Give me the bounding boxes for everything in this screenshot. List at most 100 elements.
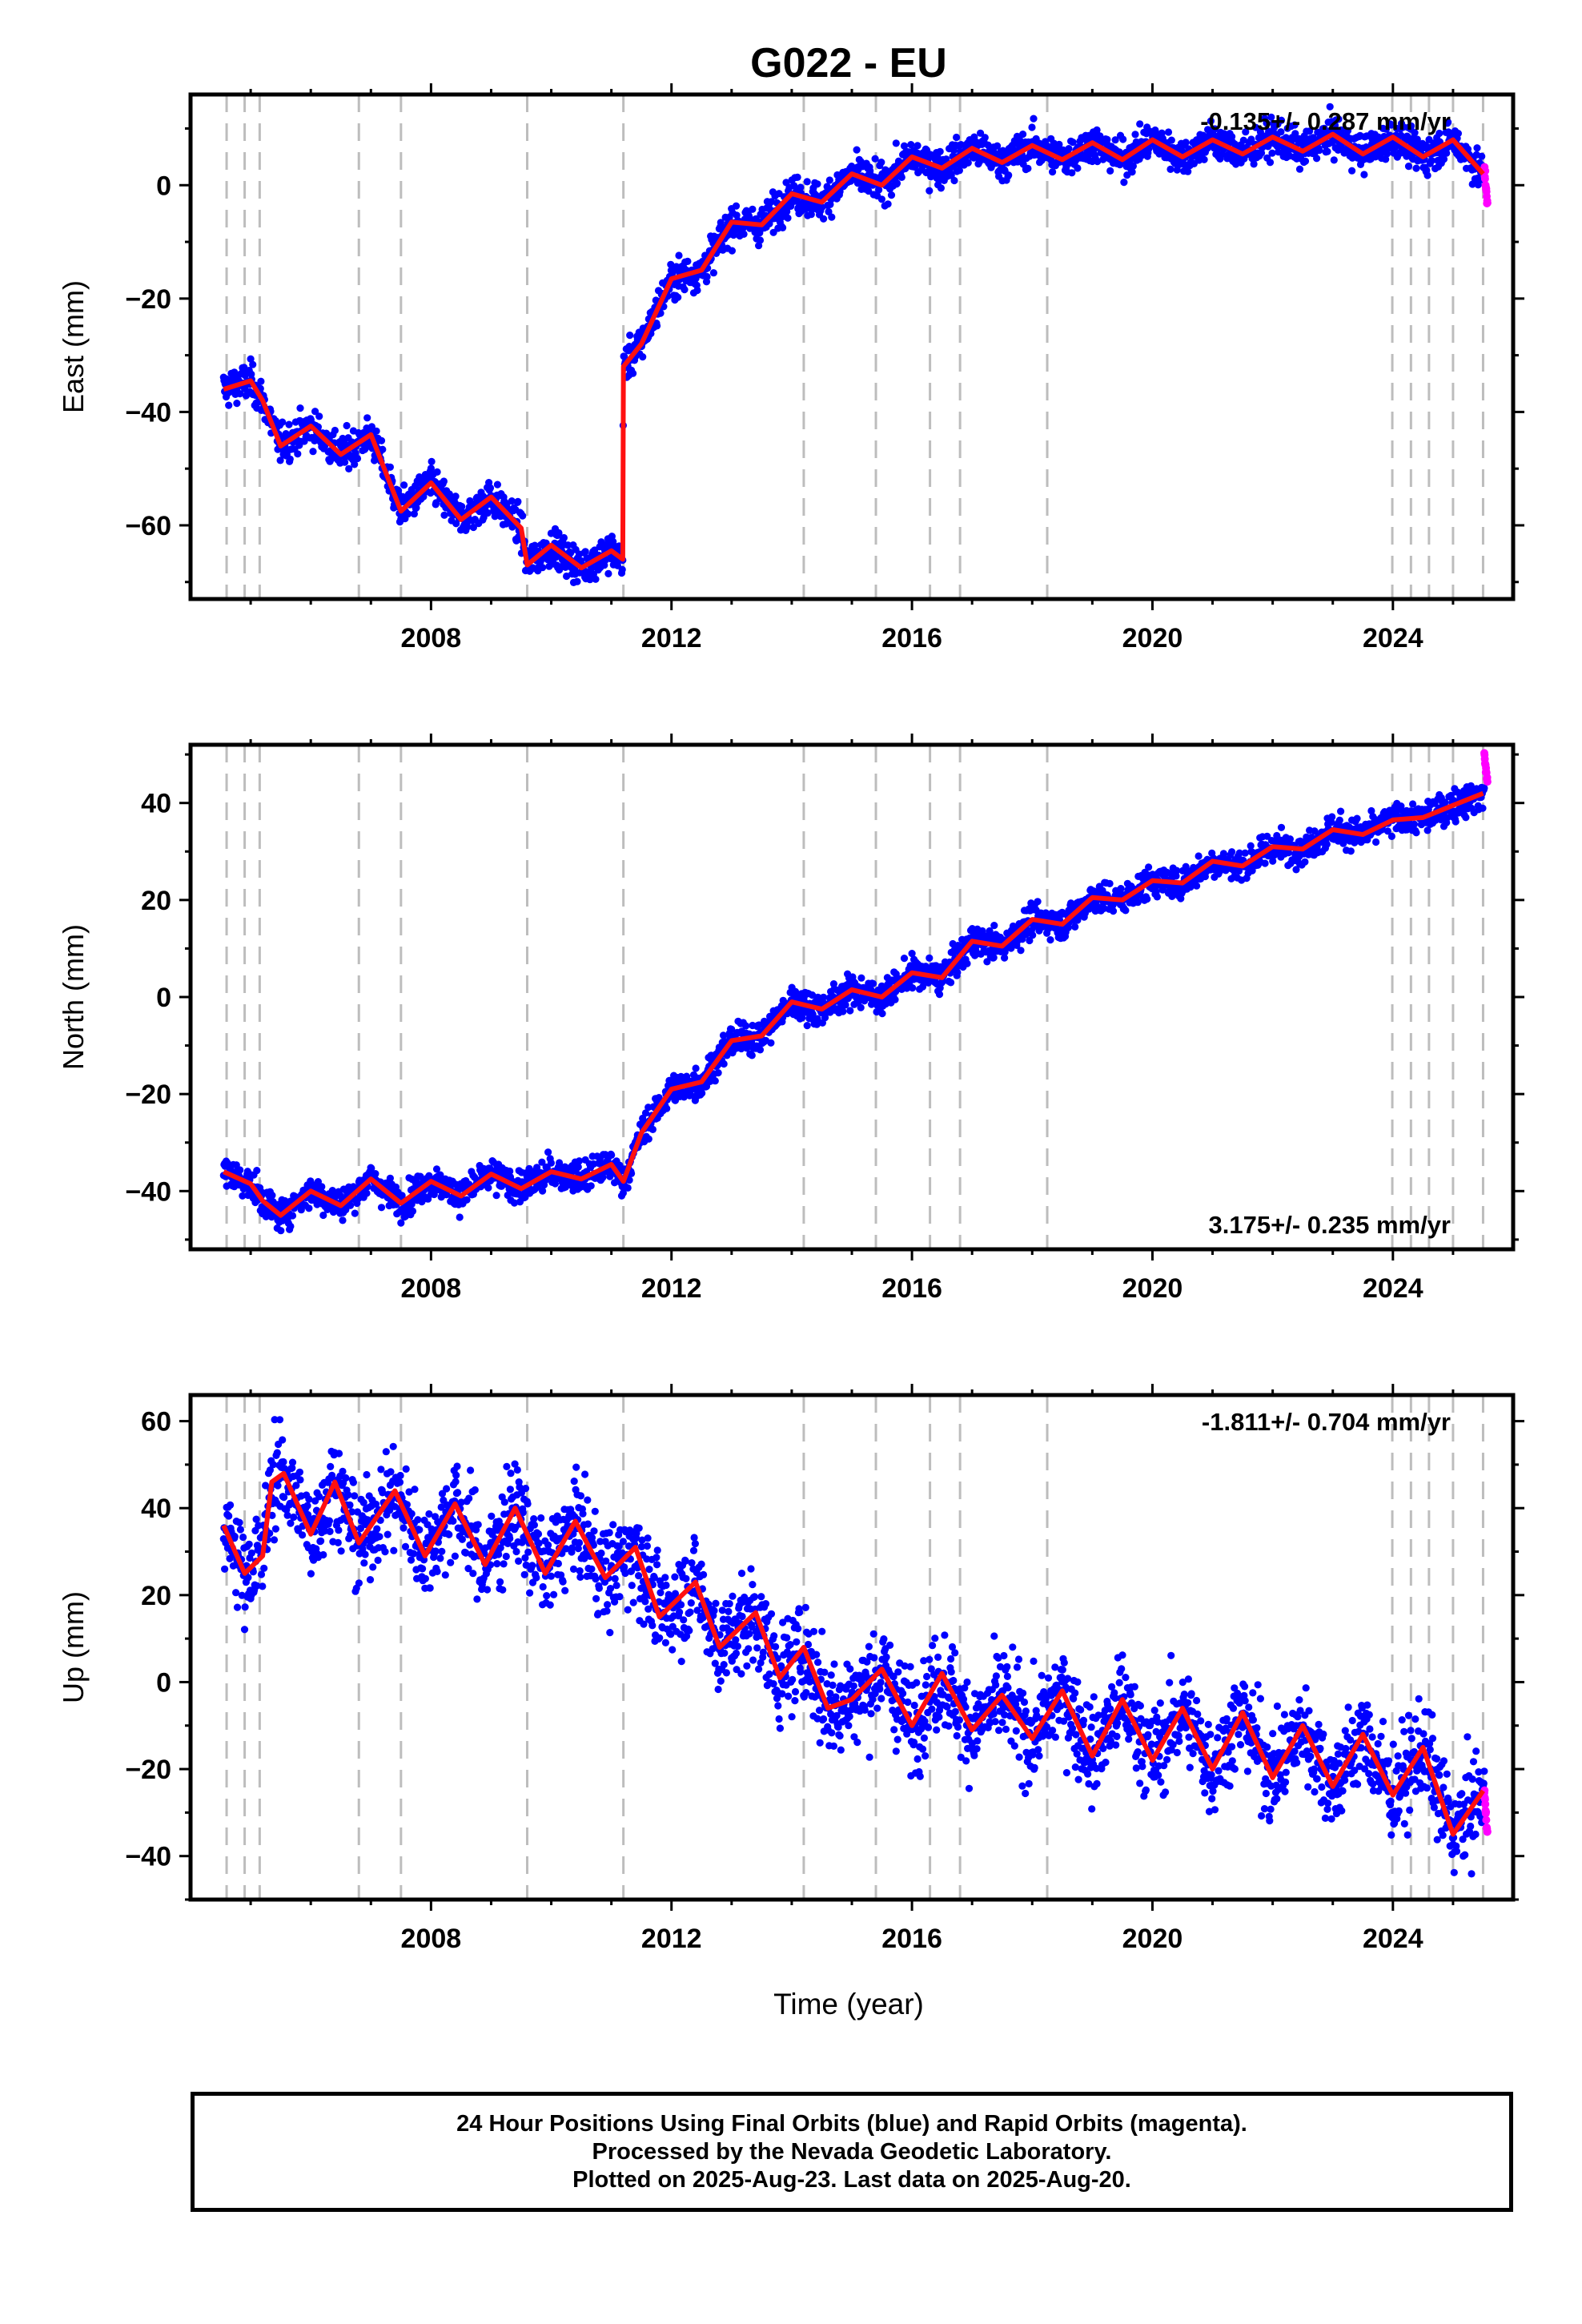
data-point <box>719 1031 728 1039</box>
data-point <box>820 993 828 1001</box>
data-point <box>599 1173 607 1181</box>
data-point <box>268 1192 276 1200</box>
data-point <box>624 1184 632 1192</box>
data-point <box>1239 136 1247 144</box>
data-point <box>625 1176 633 1184</box>
data-point <box>756 1046 765 1054</box>
data-point <box>1473 144 1481 152</box>
data-point <box>1166 165 1174 173</box>
data-point <box>555 529 563 537</box>
data-point <box>698 1089 706 1097</box>
data-point <box>1145 863 1153 871</box>
y-tick-label: −40 <box>125 397 171 428</box>
chart-title: G022 - EU <box>750 40 947 86</box>
data-point <box>767 1039 775 1047</box>
data-point <box>908 950 916 958</box>
data-point <box>641 1109 650 1117</box>
data-point <box>1106 879 1114 887</box>
data-point <box>604 569 612 578</box>
data-point <box>897 173 905 181</box>
data-point <box>814 993 822 1001</box>
data-point <box>519 512 527 520</box>
data-point <box>1441 798 1449 806</box>
data-point <box>1327 818 1335 826</box>
data-point <box>1313 155 1321 163</box>
data-point <box>1172 872 1180 880</box>
data-point <box>1241 849 1249 857</box>
data-point <box>990 922 998 930</box>
data-point <box>225 401 233 409</box>
data-point <box>427 464 436 472</box>
data-point <box>363 1189 371 1197</box>
data-point <box>1219 850 1227 858</box>
data-point <box>893 179 901 187</box>
data-point <box>964 159 972 167</box>
data-point <box>629 369 637 377</box>
data-point <box>909 984 917 992</box>
data-point <box>1007 944 1015 952</box>
data-point <box>445 490 454 498</box>
data-point <box>891 995 899 1003</box>
data-point <box>345 464 353 473</box>
data-point <box>740 230 748 238</box>
data-point <box>1423 171 1431 179</box>
data-point <box>564 541 572 549</box>
data-point <box>1335 816 1343 824</box>
model-line-east <box>223 131 1485 571</box>
data-point <box>947 979 955 987</box>
plot-area-north <box>219 745 1492 1249</box>
data-point <box>279 418 287 426</box>
data-point <box>1306 127 1314 135</box>
data-point <box>871 155 879 163</box>
data-point <box>1065 145 1073 153</box>
data-point <box>857 974 865 982</box>
data-point <box>663 1104 671 1112</box>
data-point <box>506 1167 514 1176</box>
data-point <box>857 1003 865 1011</box>
data-point <box>339 1216 347 1224</box>
data-point <box>1193 882 1201 890</box>
data-point <box>703 272 711 281</box>
data-point <box>296 404 304 412</box>
data-point <box>981 134 989 142</box>
data-point <box>742 1022 750 1030</box>
data-point <box>865 187 873 195</box>
data-point <box>236 390 244 398</box>
data-point <box>456 1213 464 1221</box>
data-point <box>581 548 589 556</box>
data-point <box>1410 820 1419 828</box>
data-point <box>1158 135 1166 143</box>
data-point <box>1367 806 1375 815</box>
data-point <box>955 167 963 175</box>
data-point <box>341 458 349 466</box>
data-point <box>319 1211 327 1220</box>
data-point <box>1444 119 1452 127</box>
data-point <box>720 1059 728 1068</box>
data-point <box>900 955 909 963</box>
data-point <box>404 510 412 518</box>
data-point <box>1337 807 1345 815</box>
data-point <box>935 991 944 999</box>
data-point <box>1128 168 1136 176</box>
data-point <box>936 147 944 155</box>
data-point <box>249 360 257 368</box>
data-point <box>1261 859 1269 867</box>
data-point <box>432 1165 441 1173</box>
data-point <box>247 355 255 363</box>
data-point <box>1454 130 1462 138</box>
data-point <box>1164 128 1173 136</box>
data-point <box>410 510 419 518</box>
data-point <box>749 205 757 213</box>
data-point <box>493 480 502 489</box>
data-point <box>239 1192 247 1200</box>
data-point <box>531 541 539 549</box>
data-point <box>556 566 564 574</box>
data-point <box>732 202 741 210</box>
data-point <box>1412 164 1420 172</box>
data-point <box>1106 167 1114 175</box>
data-point <box>1200 155 1208 163</box>
data-point <box>1315 147 1323 155</box>
data-point <box>626 332 634 340</box>
data-point <box>534 1182 542 1190</box>
